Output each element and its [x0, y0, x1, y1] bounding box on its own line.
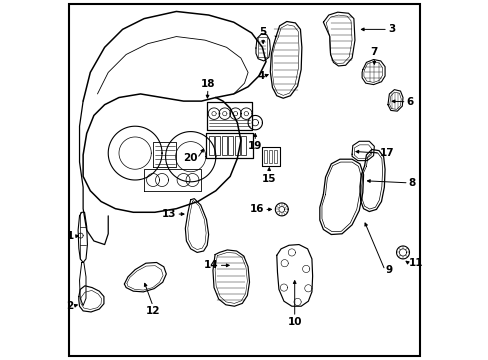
Text: 16: 16	[249, 204, 264, 215]
Bar	[208, 135, 214, 155]
Text: 9: 9	[384, 265, 391, 275]
Text: 7: 7	[370, 48, 377, 57]
Bar	[263, 150, 266, 163]
Bar	[222, 135, 226, 155]
Text: 20: 20	[183, 153, 197, 163]
Bar	[268, 150, 271, 163]
Text: 17: 17	[379, 148, 394, 158]
Bar	[234, 135, 239, 155]
Text: 4: 4	[257, 71, 264, 81]
Text: 10: 10	[287, 317, 301, 327]
Text: 19: 19	[247, 141, 262, 151]
Text: 5: 5	[259, 27, 266, 37]
Text: 3: 3	[387, 24, 394, 35]
Text: 8: 8	[408, 178, 415, 188]
Bar	[215, 135, 220, 155]
Bar	[241, 135, 246, 155]
Bar	[273, 150, 277, 163]
Text: 11: 11	[408, 258, 423, 268]
Text: 14: 14	[203, 260, 218, 270]
Text: 2: 2	[66, 301, 73, 311]
Text: 12: 12	[145, 306, 160, 316]
Text: 6: 6	[406, 97, 413, 107]
Text: 18: 18	[200, 78, 215, 89]
Text: 13: 13	[162, 209, 176, 219]
Text: 15: 15	[261, 174, 276, 184]
Text: 1: 1	[67, 231, 74, 241]
Bar	[228, 135, 233, 155]
